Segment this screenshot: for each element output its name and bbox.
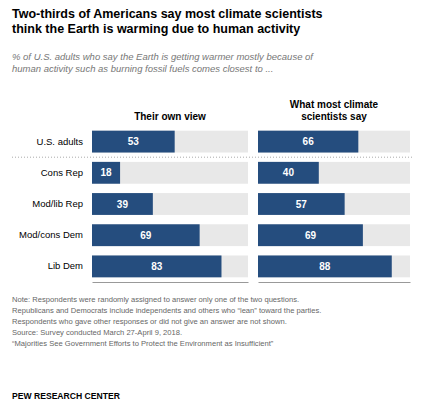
note: Respondents who gave other responses or … — [12, 317, 287, 326]
track — [92, 224, 248, 246]
track — [258, 224, 410, 246]
y-tick: Mod/lib Rep — [32, 198, 86, 209]
x-axis-line — [259, 282, 411, 283]
data-label: 53 — [128, 136, 140, 147]
track — [92, 255, 248, 277]
track — [92, 131, 248, 153]
chart: Two-thirds of Americans say most climate… — [0, 0, 422, 413]
data-label: 39 — [117, 199, 129, 210]
bar — [92, 162, 120, 184]
note: Republicans and Democrats include indepe… — [12, 306, 321, 315]
data-label: 18 — [100, 167, 112, 178]
bar — [92, 131, 175, 153]
track — [258, 193, 410, 215]
y-tick: U.S. adults — [37, 136, 86, 147]
y-tick: Cons Rep — [41, 167, 86, 178]
column-header: Their own view — [134, 111, 206, 122]
title: Two-thirds of Americans say most climate… — [12, 7, 323, 36]
category-label: Mod/lib Rep — [32, 198, 83, 209]
subtitle: % of U.S. adults who say the Earth is ge… — [12, 51, 314, 74]
column-header: What most climatescientists say — [290, 99, 379, 122]
y-axis: U.S. adults Cons Rep Mod/lib Rep Mod/cons D… — [19, 136, 86, 272]
data-label: 88 — [319, 261, 331, 272]
track — [258, 255, 410, 277]
bar — [258, 162, 319, 184]
track — [258, 162, 410, 184]
x-axis — [93, 282, 249, 283]
data-label: 69 — [140, 230, 152, 241]
plot-area — [258, 131, 410, 278]
bar — [92, 255, 221, 277]
note: “Majorities See Government Efforts to Pr… — [12, 339, 274, 348]
bar — [258, 224, 363, 246]
note: Note: Respondents were randomly assigned… — [12, 295, 299, 304]
bar — [258, 131, 358, 153]
data-labels: 66 40 57 69 88 — [283, 136, 331, 272]
track — [92, 162, 248, 184]
y-tick: Lib Dem — [48, 260, 86, 271]
data-labels: 53 18 39 69 83 — [100, 136, 162, 272]
y-tick: Mod/cons Dem — [19, 229, 86, 240]
track — [258, 131, 410, 153]
data-label: 66 — [303, 136, 315, 147]
data-label: 40 — [283, 167, 295, 178]
data-label: 57 — [296, 199, 308, 210]
category-label: U.S. adults — [37, 136, 84, 147]
bar — [92, 193, 153, 215]
category-label: Cons Rep — [41, 167, 83, 178]
bar — [258, 255, 392, 277]
plot-area — [92, 131, 248, 278]
category-label: Lib Dem — [48, 260, 83, 271]
x-axis-line — [93, 282, 249, 283]
data-label: 69 — [305, 230, 317, 241]
separator — [12, 157, 412, 158]
category-label: Mod/cons Dem — [19, 229, 83, 240]
note: Source: Survey conducted March 27-April … — [12, 328, 182, 337]
data-label: 83 — [151, 261, 163, 272]
track — [92, 193, 248, 215]
bar — [92, 224, 200, 246]
bar — [258, 193, 345, 215]
x-axis — [259, 282, 411, 283]
footer: PEW RESEARCH CENTER — [12, 391, 121, 401]
